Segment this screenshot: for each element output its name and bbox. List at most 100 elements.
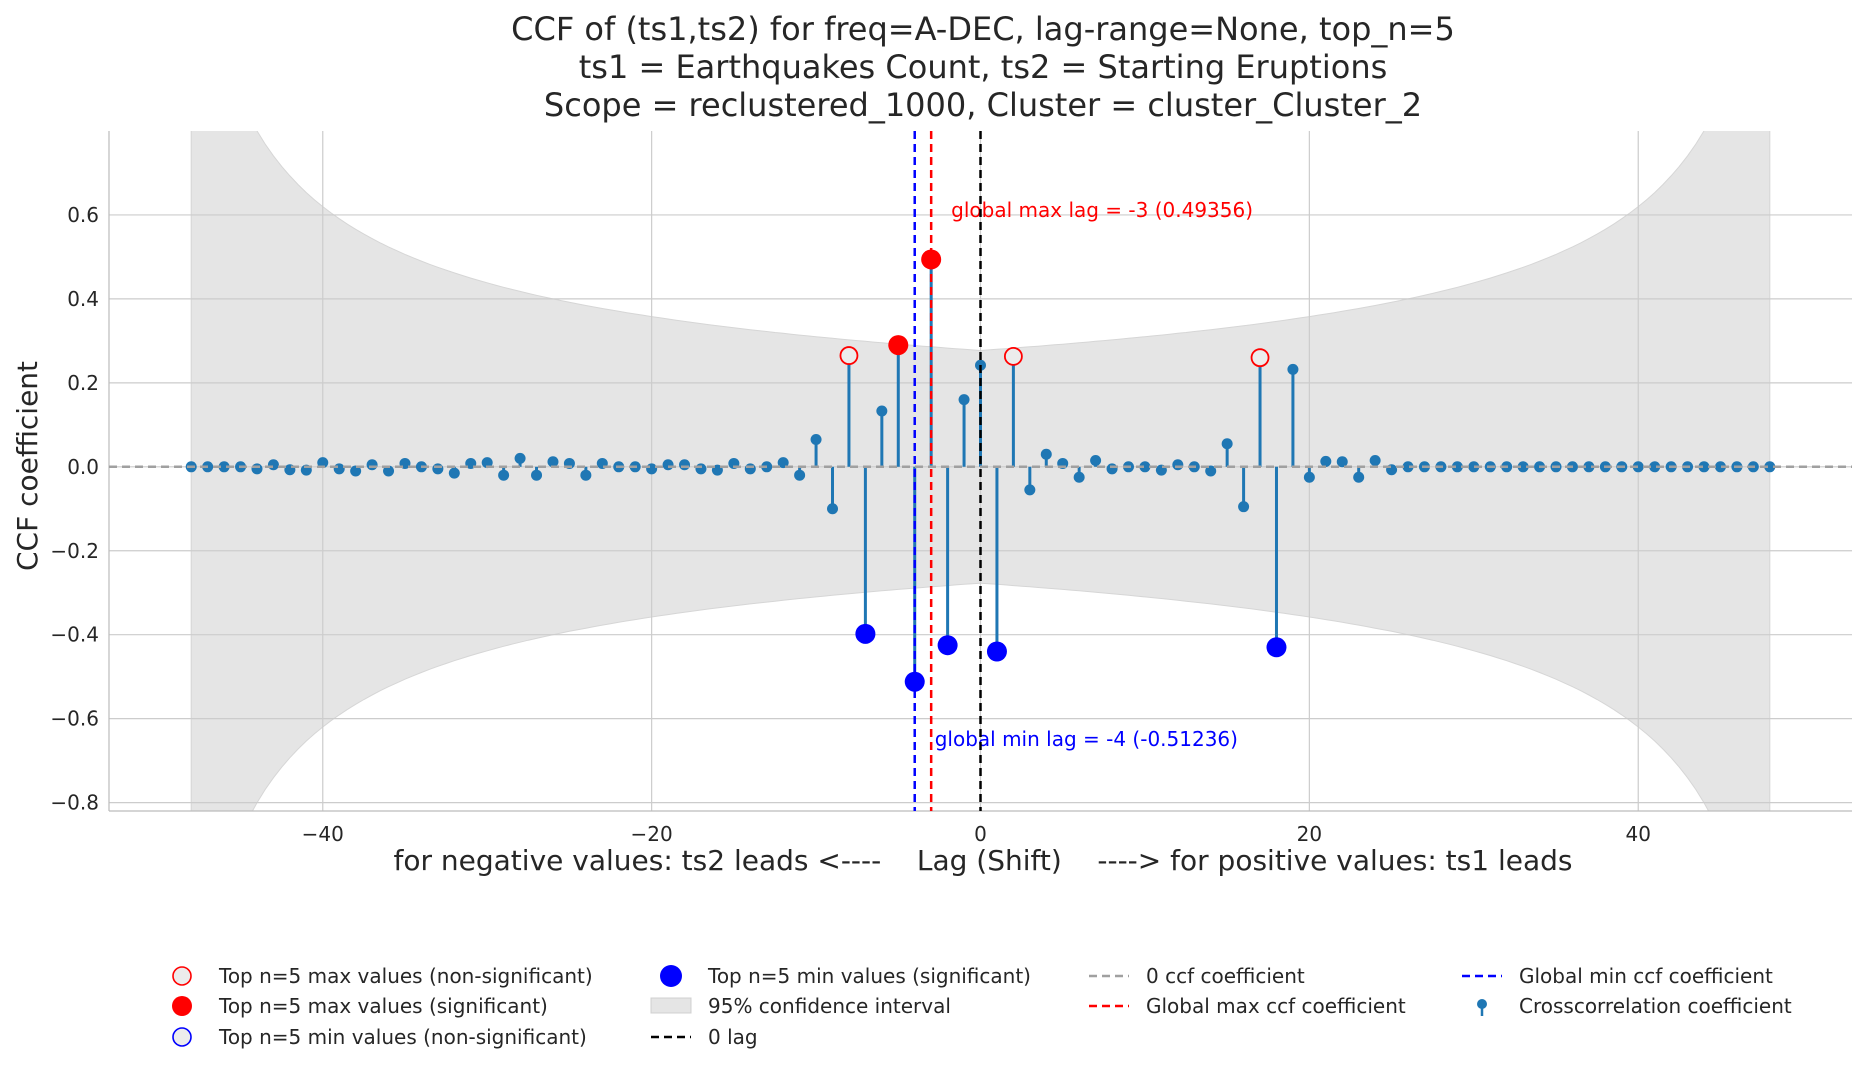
chart-title-line-1: CCF of (ts1,ts2) for freq=A-DEC, lag-ran… <box>511 10 1455 48</box>
legend-label-max-sig: Top n=5 max values (significant) <box>218 994 548 1018</box>
global-max-annotation: global max lag = -3 (0.49356) <box>951 198 1253 222</box>
stem-marker <box>794 469 806 481</box>
stem-marker <box>1764 461 1776 473</box>
stem-marker <box>514 452 526 464</box>
stem-marker <box>1040 448 1052 460</box>
y-tick-label: −0.8 <box>50 791 99 815</box>
stem-marker <box>646 463 658 475</box>
stem-marker <box>448 467 460 479</box>
stem-marker <box>1287 363 1299 375</box>
stem-marker <box>958 394 970 406</box>
stem-marker <box>1468 461 1480 473</box>
stem-marker <box>1632 461 1644 473</box>
top-min-sig-marker <box>904 671 925 692</box>
stem-marker <box>827 503 839 515</box>
legend-item-zero-lag: 0 lag <box>651 1025 758 1049</box>
legend-label-ci: 95% confidence interval <box>708 994 951 1018</box>
legend-label-min-sig: Top n=5 min values (significant) <box>707 964 1031 988</box>
stem-marker <box>679 459 691 471</box>
y-tick-label: 0.4 <box>67 287 99 311</box>
stem-marker <box>876 405 888 417</box>
y-tick-label: −0.4 <box>50 623 99 647</box>
stem-marker <box>1336 456 1348 468</box>
x-tick-label: 40 <box>1626 822 1651 846</box>
stem-marker <box>251 463 263 475</box>
stem-marker <box>218 461 230 473</box>
legend-marker-min-sig <box>660 965 682 987</box>
legend-swatch-ci <box>650 997 692 1014</box>
stem-marker <box>1024 484 1036 496</box>
legend-label-zero-ccf: 0 ccf coefficient <box>1146 964 1305 988</box>
legend-label-global-min: Global min ccf coefficient <box>1519 964 1773 988</box>
stem-marker <box>1238 501 1250 513</box>
stem-marker <box>1402 461 1414 473</box>
stem-marker <box>695 463 707 475</box>
top-min-sig-marker <box>855 623 876 644</box>
y-tick-label: 0.0 <box>67 455 99 479</box>
stem-marker <box>1353 471 1365 483</box>
x-axis-label: for negative values: ts2 leads <---- Lag… <box>394 844 1573 877</box>
stem-marker <box>350 465 362 477</box>
stem-marker <box>777 457 789 469</box>
top-max-nonsig-marker <box>839 346 859 365</box>
top-min-sig-marker <box>1266 637 1287 658</box>
stem-marker <box>333 463 345 475</box>
legend-label-ccf: Crosscorrelation coefficient <box>1519 994 1792 1018</box>
stem-marker <box>1205 465 1217 477</box>
stem-marker <box>267 459 279 471</box>
y-axis-label: CCF coefficient <box>11 361 44 571</box>
legend-item-ccf: Crosscorrelation coefficient <box>1477 994 1792 1018</box>
stem-marker <box>1369 455 1381 467</box>
legend-marker-ccf <box>1477 999 1487 1009</box>
legend-marker-min-nonsig <box>172 1027 192 1047</box>
stem-marker <box>317 457 329 469</box>
top-min-sig-marker <box>937 635 958 656</box>
legend-label-max-nonsig: Top n=5 max values (non-significant) <box>218 964 593 988</box>
stem-marker <box>1172 459 1184 471</box>
stem-marker <box>744 463 756 475</box>
stem-marker <box>1221 438 1233 450</box>
top-max-nonsig-marker <box>1250 348 1270 368</box>
legend: Top n=5 max values (non-significant) Top… <box>172 964 1792 1049</box>
legend-marker-max-nonsig <box>172 966 192 986</box>
x-tick-label: −40 <box>302 822 344 846</box>
top-n-markers <box>839 249 1287 692</box>
stem-marker <box>1649 461 1661 473</box>
stem-marker <box>383 465 395 477</box>
stem-marker <box>366 459 378 471</box>
legend-label-min-nonsig: Top n=5 min values (non-significant) <box>218 1025 587 1049</box>
legend-item-min-nonsig: Top n=5 min values (non-significant) <box>172 1025 587 1049</box>
legend-item-max-nonsig: Top n=5 max values (non-significant) <box>172 964 593 988</box>
stem-marker <box>580 469 592 481</box>
stem-marker <box>1583 461 1595 473</box>
legend-item-min-sig: Top n=5 min values (significant) <box>660 964 1031 988</box>
stem-marker <box>1303 471 1315 483</box>
stem-marker <box>1451 461 1463 473</box>
stem-marker <box>1517 461 1529 473</box>
stem-marker <box>810 434 822 446</box>
stem-marker <box>1139 461 1151 473</box>
stem-marker <box>1073 471 1085 483</box>
stem-marker <box>1714 461 1726 473</box>
reference-lines <box>109 131 1852 811</box>
y-tick-label: 0.6 <box>67 203 99 227</box>
stem-marker <box>1106 463 1118 475</box>
y-tick-label: −0.2 <box>50 539 99 563</box>
x-tick-label: −20 <box>631 822 673 846</box>
chart-title-line-3: Scope = reclustered_1000, Cluster = clus… <box>544 86 1422 124</box>
legend-item-global-min: Global min ccf coefficient <box>1462 964 1773 988</box>
stem-marker <box>432 463 444 475</box>
stem-marker <box>481 457 493 469</box>
top-max-sig-marker <box>921 249 942 270</box>
x-tick-label: 0 <box>974 822 987 846</box>
top-min-sig-marker <box>986 641 1007 662</box>
top-max-nonsig-marker <box>1003 347 1023 366</box>
legend-item-max-sig: Top n=5 max values (significant) <box>172 994 548 1018</box>
legend-label-zero-lag: 0 lag <box>708 1025 758 1049</box>
stem-marker <box>547 456 559 468</box>
y-tick-label: −0.6 <box>50 707 99 731</box>
legend-item-global-max: Global max ccf coefficient <box>1089 994 1406 1018</box>
legend-label-global-max: Global max ccf coefficient <box>1146 994 1406 1018</box>
